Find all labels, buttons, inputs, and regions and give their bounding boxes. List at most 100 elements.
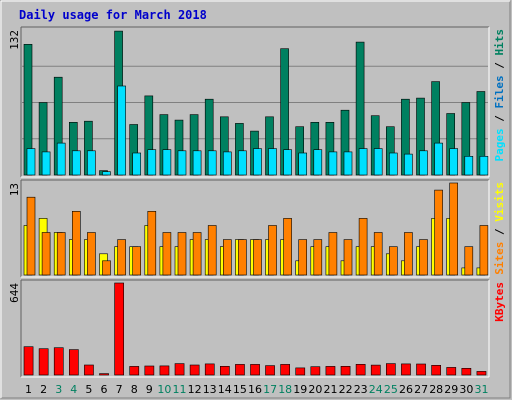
- panel-kbytes: 644 KBytes: [8, 279, 506, 378]
- bar-sites-day-19: [298, 239, 308, 276]
- bar-files-day-8: [132, 152, 141, 176]
- bar-files-day-29: [449, 148, 459, 176]
- x-tick-label: 5: [85, 383, 92, 396]
- bar-files-day-22: [343, 151, 353, 176]
- bar-sites-day-20: [313, 239, 323, 276]
- bar-files-day-7: [117, 85, 126, 176]
- side-label-part: /: [493, 222, 506, 242]
- x-tick-label: 19: [293, 383, 307, 396]
- bar-files-day-19: [298, 152, 308, 176]
- bar-sites-day-18: [283, 218, 292, 276]
- bar-sites-day-6: [102, 260, 111, 276]
- side-label-part: KBytes: [493, 282, 506, 322]
- x-tick-label: 9: [146, 383, 153, 396]
- bar-files-day-25: [388, 152, 398, 176]
- bar-sites-day-21: [328, 232, 338, 276]
- bar-kbytes-day-26: [401, 363, 411, 376]
- x-tick-label: 28: [429, 383, 443, 396]
- side-label-part: Pages: [493, 128, 506, 161]
- bar-kbytes-day-1: [23, 346, 34, 376]
- bar-sites-day-10: [162, 232, 172, 276]
- side-label-part: /: [493, 56, 506, 76]
- panel-hits-files-pages: 132 Pages / Files / Hits: [8, 26, 506, 178]
- bar-files-day-28: [434, 142, 443, 176]
- x-tick-label: 26: [399, 383, 413, 396]
- bar-kbytes-day-8: [129, 366, 140, 376]
- bar-files-day-15: [238, 150, 247, 176]
- bar-files-day-3: [56, 142, 66, 176]
- x-tick-label: 12: [188, 383, 202, 396]
- bar-kbytes-day-31: [476, 371, 487, 376]
- bar-sites-day-14: [223, 239, 232, 276]
- bar-sites-day-24: [373, 232, 383, 276]
- bar-sites-day-30: [464, 246, 474, 276]
- bar-sites-day-11: [177, 232, 187, 276]
- x-tick-label: 13: [203, 383, 217, 396]
- bar-kbytes-day-19: [295, 367, 306, 376]
- bar-sites-day-8: [132, 246, 141, 276]
- bar-sites-day-3: [56, 232, 66, 276]
- x-axis-labels: 1 2 3 4 5 6 7 8 9 10 11 12 13 14 15 16 17 18 19 20 21 22 23 24 2…: [25, 383, 489, 396]
- x-tick-label: 22: [339, 383, 353, 396]
- bar-sites-day-17: [268, 225, 277, 276]
- bar-kbytes-day-4: [69, 349, 79, 376]
- bar-sites-day-13: [207, 225, 217, 276]
- bar-files-day-17: [268, 148, 277, 176]
- chart-panels: 132 Pages / Files / Hits 13 Sites / Visits 6…: [8, 26, 506, 378]
- bar-files-day-23: [358, 148, 368, 176]
- x-tick-label: 7: [116, 383, 123, 396]
- bar-files-day-6: [102, 171, 111, 176]
- bar-files-day-16: [253, 148, 262, 176]
- bar-kbytes-day-23: [355, 363, 366, 376]
- bar-files-day-24: [373, 148, 383, 176]
- bar-files-day-10: [162, 149, 172, 176]
- x-tick-label: 27: [414, 383, 428, 396]
- x-tick-label: 15: [233, 383, 247, 396]
- bar-sites-day-1: [26, 196, 36, 276]
- bar-files-day-13: [207, 150, 217, 176]
- x-tick-label: 17: [263, 383, 277, 396]
- x-tick-label: 18: [278, 383, 292, 396]
- bar-files-day-4: [72, 150, 81, 176]
- bar-kbytes-day-5: [84, 364, 94, 376]
- side-label-part: /: [493, 109, 506, 129]
- x-tick-label: 20: [308, 383, 322, 396]
- x-tick-label: 6: [101, 383, 108, 396]
- side-label-part: Files: [493, 75, 506, 108]
- side-label-part: Hits: [493, 29, 506, 56]
- y-max-label: 13: [8, 183, 21, 196]
- x-tick-label: 4: [70, 383, 77, 396]
- x-tick-label: 23: [354, 383, 368, 396]
- x-tick-label: 14: [218, 383, 232, 396]
- x-tick-label: 21: [324, 383, 338, 396]
- x-tick-label: 16: [248, 383, 262, 396]
- bar-sites-day-2: [41, 232, 51, 276]
- bar-kbytes-day-17: [265, 365, 275, 376]
- panel-background: [21, 280, 489, 377]
- bar-files-day-12: [192, 150, 202, 176]
- bar-kbytes-day-30: [461, 367, 472, 376]
- bar-files-day-14: [223, 151, 232, 176]
- bar-kbytes-day-3: [53, 347, 64, 376]
- side-label-kbytes: KBytes: [493, 282, 506, 322]
- bar-kbytes-day-15: [235, 364, 245, 376]
- bar-files-day-5: [87, 150, 96, 176]
- bar-kbytes-day-14: [220, 365, 230, 376]
- bar-kbytes-day-2: [38, 348, 49, 376]
- bar-kbytes-day-16: [250, 364, 260, 376]
- bar-files-day-27: [419, 150, 428, 176]
- bar-kbytes-day-9: [144, 365, 155, 376]
- bar-sites-day-26: [404, 232, 413, 276]
- bar-sites-day-28: [434, 189, 443, 276]
- side-label-hits-files-pages: Pages / Files / Hits: [493, 29, 506, 162]
- bar-kbytes-day-20: [310, 366, 321, 376]
- bar-files-day-21: [328, 151, 338, 176]
- x-tick-label: 29: [444, 383, 458, 396]
- chart-title: Daily usage for March 2018: [19, 8, 207, 22]
- x-tick-label: 3: [55, 383, 62, 396]
- x-tick-label: 31: [475, 383, 489, 396]
- x-tick-label: 10: [157, 383, 171, 396]
- bar-files-day-18: [283, 149, 292, 176]
- bar-files-day-20: [313, 149, 323, 176]
